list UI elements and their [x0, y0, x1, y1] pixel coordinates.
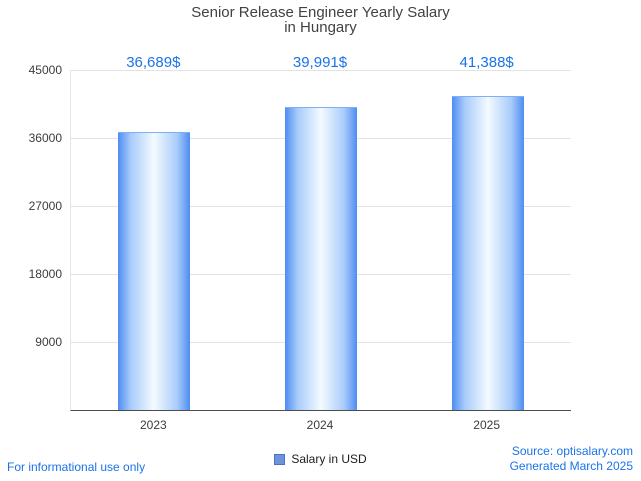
chart-title-line2: in Hungary: [284, 19, 357, 36]
bar-2025[interactable]: [451, 96, 524, 410]
bar-value-label: 39,991$: [292, 54, 348, 71]
legend-label: Salary in USD: [291, 452, 367, 466]
bar-value-label: 41,388$: [459, 54, 514, 71]
chart-title-line1: Senior Release Engineer Yearly Salary: [191, 4, 450, 21]
y-tick-label: 9000: [35, 335, 62, 349]
source-info: Source: optisalary.com Generated March 2…: [510, 444, 633, 474]
generated-date: Generated March 2025: [509, 459, 633, 473]
y-tick-label: 27000: [28, 199, 62, 213]
plot-area: [70, 70, 571, 411]
legend: Salary in USD: [0, 452, 641, 466]
bar-2024[interactable]: [285, 106, 357, 410]
disclaimer-link[interactable]: For informational use only: [7, 460, 146, 474]
y-tick-label: 45000: [28, 63, 62, 77]
bar-2023[interactable]: [118, 131, 191, 410]
y-tick-label: 18000: [28, 267, 62, 281]
x-tick-label: 2023: [139, 418, 167, 432]
source-link[interactable]: Source: optisalary.com: [511, 444, 633, 458]
y-tick-label: 36000: [28, 131, 62, 145]
bar-value-label: 36,689$: [126, 54, 181, 71]
x-tick-label: 2024: [306, 418, 334, 432]
x-tick-label: 2025: [473, 418, 500, 432]
chart-title: Senior Release Engineer Yearly Salary in…: [0, 5, 641, 35]
gridline: [71, 70, 571, 71]
legend-swatch-icon: [274, 453, 286, 465]
